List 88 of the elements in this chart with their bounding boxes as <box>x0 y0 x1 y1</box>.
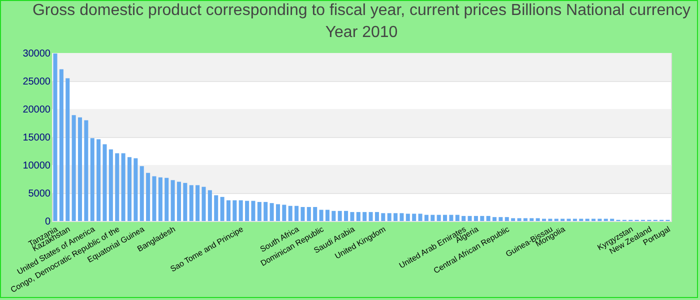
bar <box>208 190 212 221</box>
bar <box>443 214 448 221</box>
bar <box>276 204 280 221</box>
bar <box>412 214 416 221</box>
bar <box>158 177 162 221</box>
bar <box>152 176 156 221</box>
bar <box>436 214 441 221</box>
bar <box>245 200 250 221</box>
bar <box>115 153 120 221</box>
bar <box>202 186 206 221</box>
bar <box>394 213 398 221</box>
bar <box>480 216 484 221</box>
bar <box>374 212 379 221</box>
bar <box>146 172 150 221</box>
bar <box>66 78 70 221</box>
chart-subtitle: Year 2010 <box>325 24 398 41</box>
bar <box>53 54 58 221</box>
bar <box>134 158 138 221</box>
bar <box>474 216 478 221</box>
bar <box>424 214 428 221</box>
bar <box>220 196 224 221</box>
bar <box>196 185 200 221</box>
y-tick-label: 20000 <box>22 104 51 116</box>
bar <box>517 218 522 221</box>
bar <box>257 202 262 221</box>
bar <box>288 206 292 221</box>
bar <box>368 212 373 221</box>
bar <box>486 216 490 221</box>
bar <box>523 218 528 221</box>
bar <box>96 139 101 221</box>
bar <box>492 217 497 221</box>
y-tick-label: 10000 <box>22 160 51 172</box>
bar <box>356 212 360 221</box>
y-tick-label: 5000 <box>28 188 51 200</box>
bar <box>121 153 126 221</box>
bar <box>84 120 88 221</box>
bar <box>319 210 324 221</box>
bar <box>270 203 274 221</box>
bar <box>306 207 311 221</box>
bar <box>381 213 386 221</box>
bar <box>536 218 540 221</box>
bar <box>72 115 76 221</box>
y-tick-label: 0 <box>44 216 51 228</box>
bar <box>189 185 194 221</box>
bar <box>338 210 342 221</box>
bar <box>214 195 218 221</box>
bar <box>498 217 503 221</box>
bar <box>530 218 534 221</box>
bar <box>468 216 472 221</box>
bar <box>332 210 336 221</box>
bar <box>127 157 132 221</box>
bar <box>511 218 516 221</box>
bar <box>164 178 169 221</box>
bar <box>325 210 330 221</box>
bar <box>170 180 175 221</box>
y-tick-label: 15000 <box>22 132 51 144</box>
bar <box>226 200 230 221</box>
bar <box>90 138 94 221</box>
bar <box>183 182 188 221</box>
bar <box>449 214 454 221</box>
bar <box>313 207 318 221</box>
bar <box>418 214 422 221</box>
bar <box>504 217 509 221</box>
bar <box>176 182 181 221</box>
bar <box>350 212 354 221</box>
bar <box>387 213 392 221</box>
bar <box>406 214 410 221</box>
bar <box>344 210 348 221</box>
y-tick-label: 30000 <box>22 48 51 60</box>
bar <box>455 214 460 221</box>
bar <box>108 149 113 221</box>
bar <box>362 212 367 221</box>
bar <box>232 200 237 221</box>
bar <box>251 200 256 221</box>
chart-title: Gross domestic product corresponding to fiscal year, current prices Billions National currency <box>32 2 691 19</box>
bar <box>430 214 435 221</box>
bar <box>462 216 466 221</box>
bar <box>102 144 107 221</box>
bar <box>300 207 305 221</box>
bar <box>78 117 82 221</box>
bar <box>294 206 299 221</box>
bar <box>400 213 404 221</box>
bar <box>264 202 268 221</box>
bar <box>59 69 64 221</box>
bar <box>238 200 243 221</box>
y-tick-label: 25000 <box>22 76 51 88</box>
bar <box>140 166 144 221</box>
bar <box>282 204 286 221</box>
